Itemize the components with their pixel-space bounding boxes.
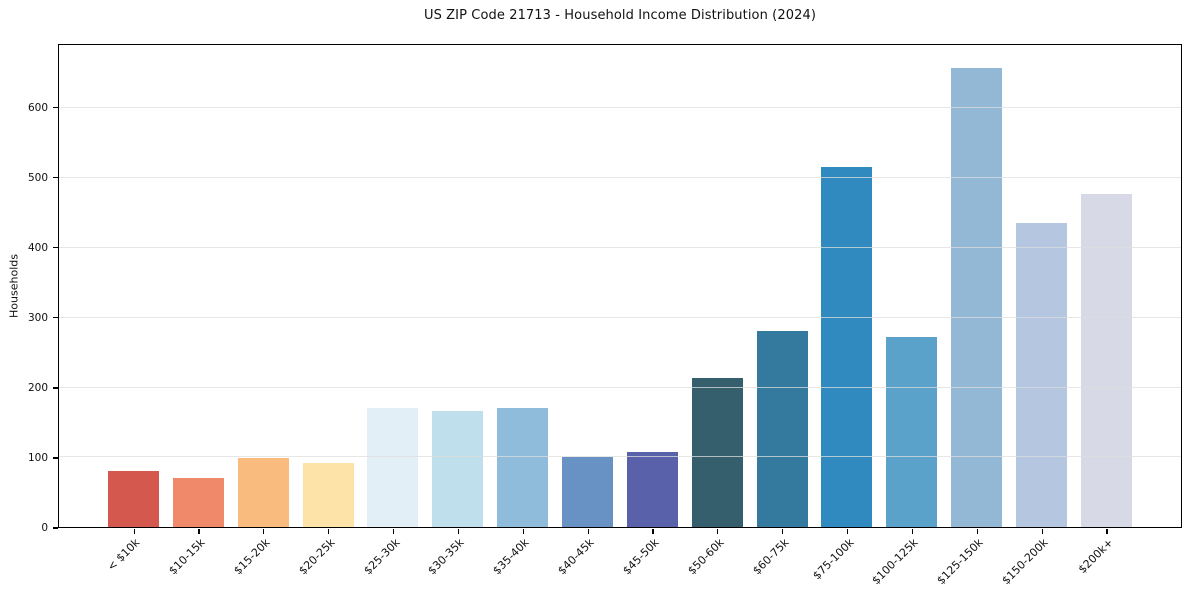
plot-area: < $10k $10-15k $15-20k $20-25k $25-30k $30-35… — [58, 44, 1182, 587]
gridline — [59, 107, 1181, 109]
x-tick-label: $25-30k — [360, 536, 403, 578]
x-tick-label: $35-40k — [490, 536, 532, 578]
bar-cell-3: $15-20k — [231, 45, 289, 577]
x-tick-label: < $10k — [105, 536, 143, 574]
y-axis: 0 100 200 300 400 500 600 — [0, 44, 58, 534]
bar-cell-16: $200k+ — [1076, 45, 1132, 576]
x-tick-label: $30-35k — [425, 536, 467, 578]
x-tick-mark — [1106, 529, 1108, 534]
x-tick-label: $75-100k — [809, 536, 857, 583]
bar — [432, 410, 484, 527]
x-tick-label: $45-50k — [620, 536, 662, 578]
bar-cell-12: $75-100k — [810, 45, 873, 582]
bar-cell-8: $40-45k — [555, 45, 614, 577]
y-tick-mark — [53, 317, 58, 319]
bar — [172, 478, 224, 527]
gridline — [59, 177, 1181, 179]
y-tick-mark — [53, 177, 58, 179]
x-tick-mark — [328, 529, 330, 534]
bar — [691, 377, 743, 527]
x-tick-label: $10-15k — [166, 536, 208, 578]
chart-title: US ZIP Code 21713 - Household Income Dis… — [423, 8, 817, 23]
x-tick-mark — [198, 529, 200, 534]
bar — [237, 457, 289, 527]
gridline — [59, 456, 1181, 458]
y-tick-label: 500 — [27, 171, 48, 184]
bars-layer: < $10k $10-15k $15-20k $20-25k $25-30k $30-35… — [59, 45, 1181, 587]
y-tick-label: 300 — [27, 311, 48, 324]
bar-cell-15: $150-200k — [1000, 45, 1068, 587]
y-tick-mark — [53, 247, 58, 249]
bar — [497, 408, 549, 527]
bar — [886, 336, 938, 527]
x-tick-mark — [652, 529, 654, 534]
bar-cell-14: $125-150k — [935, 45, 1003, 587]
x-tick-label: $15-20k — [231, 536, 273, 578]
bar — [302, 462, 354, 527]
y-tick-label: 0 — [41, 522, 48, 534]
x-tick-mark — [846, 529, 849, 534]
bar-cell-10: $50-60k — [685, 45, 743, 577]
x-tick-label: $50-60k — [685, 536, 727, 578]
y-tick-label: 600 — [27, 101, 48, 114]
x-tick-mark — [392, 529, 395, 534]
bar — [756, 331, 808, 527]
x-tick-mark — [782, 529, 784, 534]
x-tick-mark — [263, 529, 265, 534]
x-tick-label: $20-25k — [296, 536, 338, 578]
bar-cell-9: $45-50k — [620, 45, 678, 577]
bar — [562, 457, 614, 527]
x-tick-label: $60-75k — [750, 536, 792, 578]
bar-cell-5: $25-30k — [361, 45, 419, 577]
bar-cell-1: < $10k — [105, 45, 159, 574]
gridline — [59, 246, 1181, 248]
x-tick-mark — [133, 529, 135, 534]
bar — [626, 452, 678, 527]
x-tick-label: $200k+ — [1075, 536, 1116, 577]
bar — [1016, 222, 1068, 527]
bar-cell-4: $20-25k — [296, 45, 354, 577]
bar — [1080, 194, 1132, 527]
bar — [367, 408, 419, 527]
bar-cell-7: $35-40k — [491, 45, 549, 577]
x-tick-label: $100-125k — [869, 536, 922, 588]
bar-cell-2: $10-15k — [166, 45, 224, 577]
bar — [821, 167, 873, 527]
y-tick-mark — [53, 457, 58, 459]
x-tick-label: $40-45k — [555, 536, 597, 578]
y-tick-label: 200 — [27, 381, 48, 394]
x-tick-label: $150-200k — [999, 536, 1051, 588]
bar — [108, 470, 159, 527]
bar-cell-11: $60-75k — [750, 45, 808, 577]
x-tick-mark — [911, 529, 913, 534]
y-tick-mark — [53, 387, 58, 389]
y-tick-label: 400 — [27, 241, 48, 254]
x-tick-mark — [976, 529, 978, 534]
x-tick-label: $125-150k — [934, 536, 986, 588]
x-tick-mark — [1041, 529, 1043, 534]
bar-cell-13: $100-125k — [870, 45, 938, 587]
gridline — [59, 386, 1181, 388]
x-tick-mark — [717, 529, 719, 534]
gridline — [59, 316, 1181, 318]
y-tick-label: 100 — [27, 451, 48, 464]
y-tick-mark — [53, 527, 58, 529]
bar — [951, 68, 1003, 527]
bar-cell-6: $30-35k — [426, 45, 484, 577]
y-tick-mark — [53, 107, 58, 109]
x-tick-mark — [522, 529, 524, 534]
x-tick-mark — [587, 529, 589, 534]
x-tick-mark — [457, 529, 459, 534]
